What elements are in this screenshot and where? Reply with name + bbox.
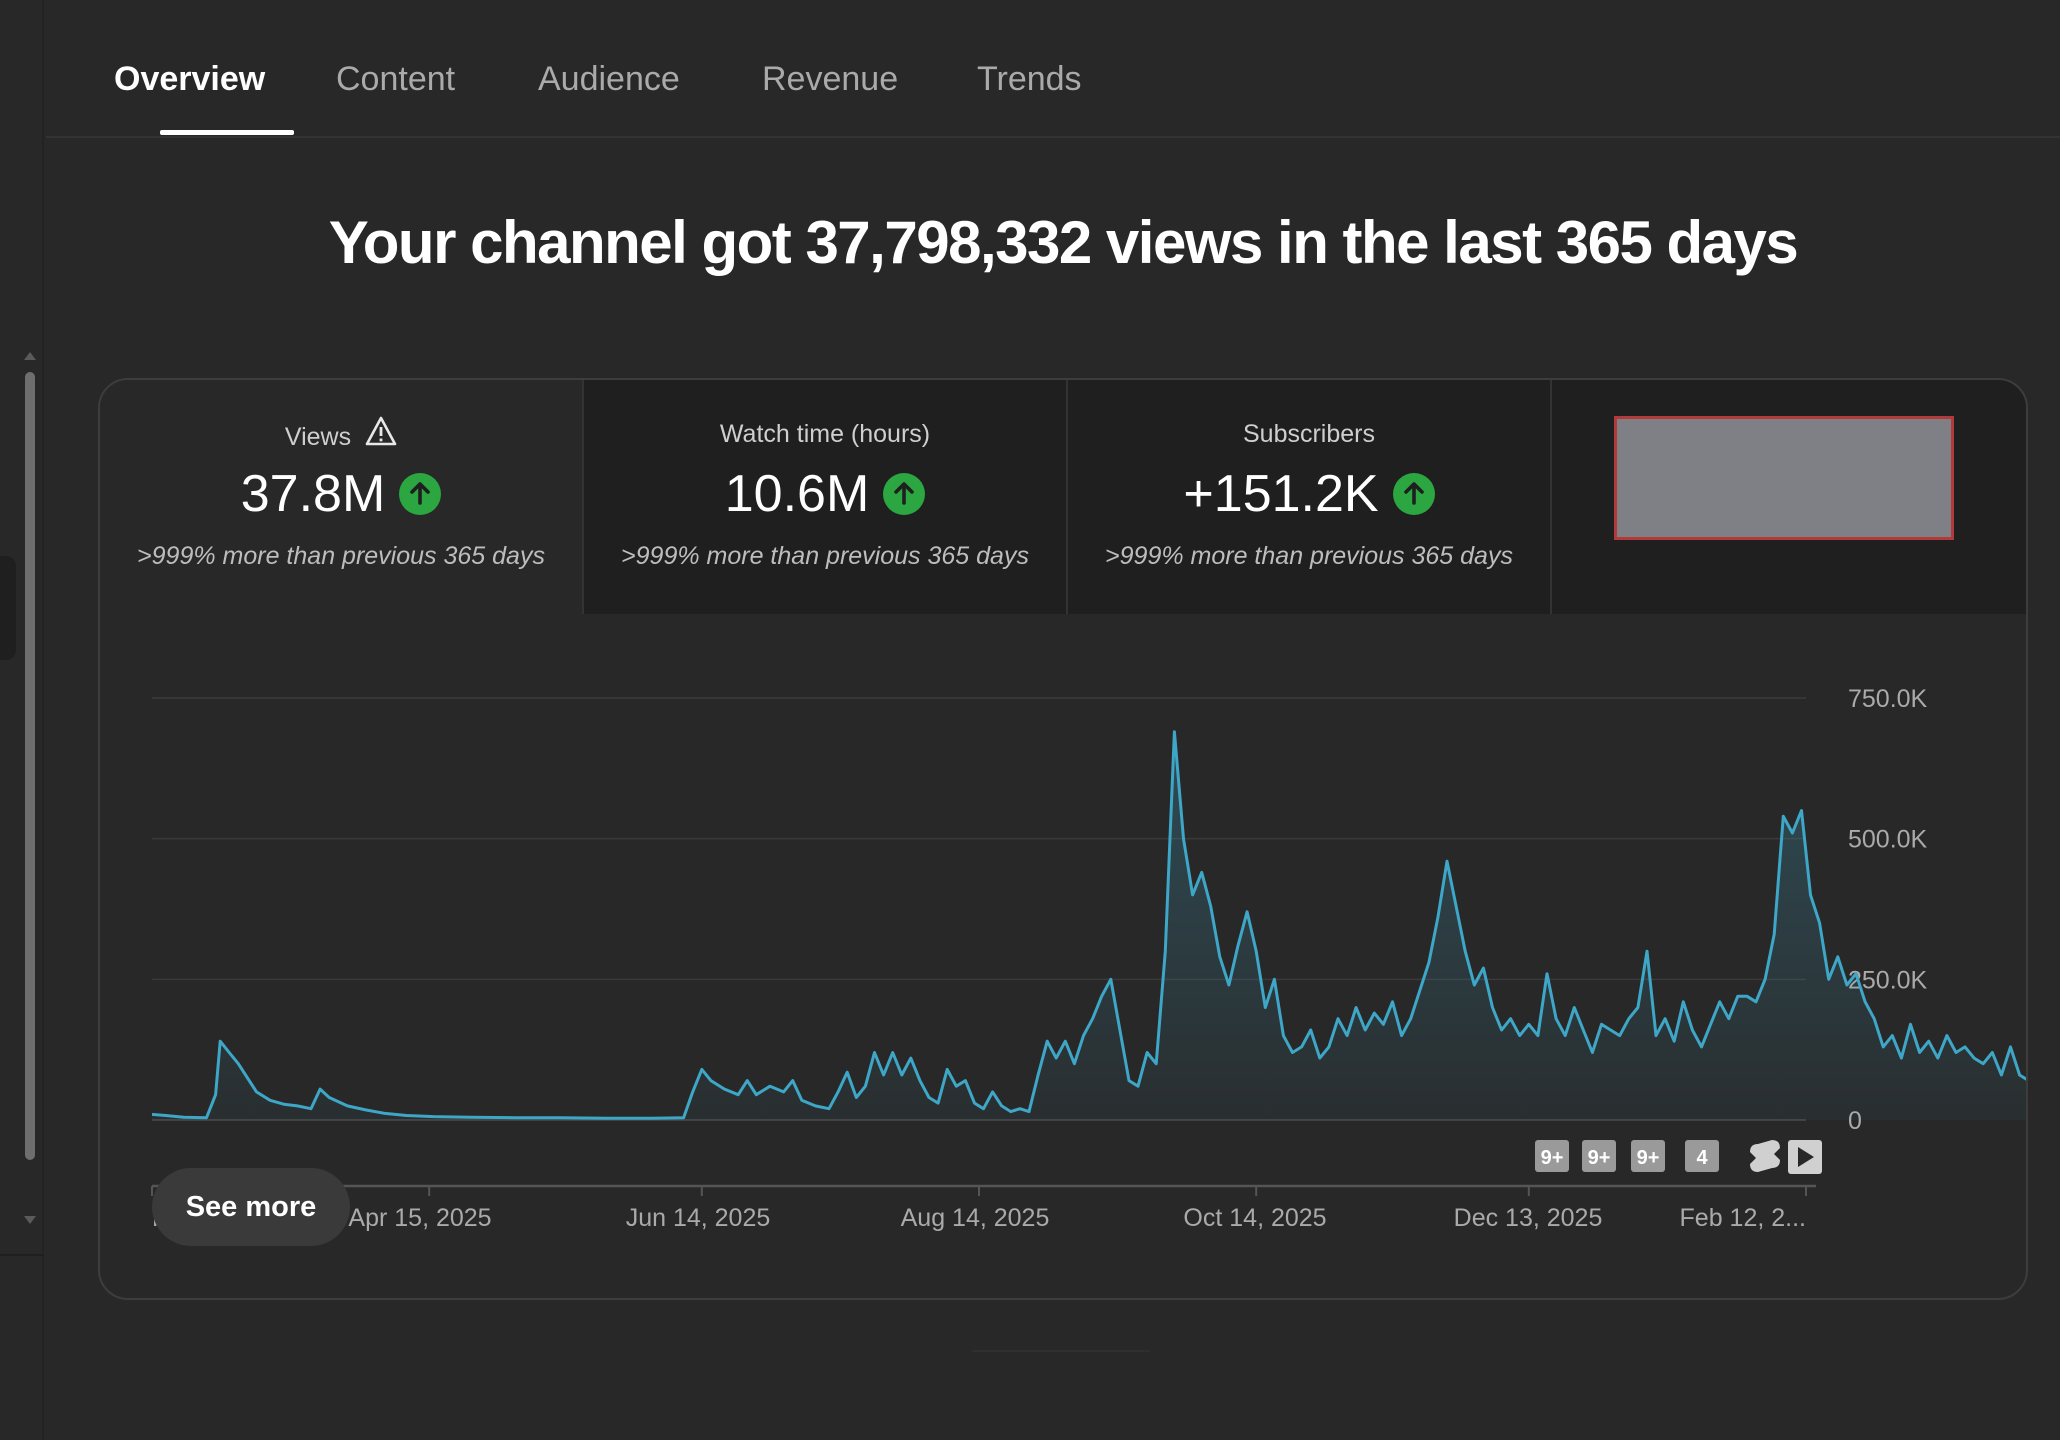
warning-icon[interactable] xyxy=(365,416,397,453)
x-tick-label: Apr 15, 2025 xyxy=(348,1204,491,1232)
views-area xyxy=(152,731,2026,1120)
page-headline: Your channel got 37,798,332 views in the… xyxy=(328,209,1799,276)
y-tick-label: 750.0K xyxy=(1848,685,1928,713)
views-label: Views xyxy=(284,423,352,452)
tab-audience[interactable]: Audience xyxy=(538,60,680,98)
x-tick-label: Dec 13, 2025 xyxy=(1454,1204,1603,1232)
tab-overview[interactable]: Overview xyxy=(114,60,266,98)
left-sidebar xyxy=(0,0,44,1440)
marker-label: 4 xyxy=(1696,1147,1708,1169)
play-icon xyxy=(1798,1147,1814,1167)
x-tick-label: Feb 12, 2... xyxy=(1680,1204,1806,1232)
sidebar-nub xyxy=(0,556,16,660)
marker-label: 9+ xyxy=(1637,1147,1660,1169)
tab-revenue[interactable]: Revenue xyxy=(762,60,899,98)
bottom-divider xyxy=(972,1350,1150,1352)
active-tab-indicator xyxy=(160,130,294,135)
marker-badge xyxy=(1535,1140,1569,1172)
tab-content[interactable]: Content xyxy=(336,60,456,98)
watch-time-label: Watch time (hours) xyxy=(719,420,931,448)
metric-divider xyxy=(1066,380,1068,614)
subscribers-value: +151.2K xyxy=(1183,465,1379,523)
overview-card: Views 37.8M >999% more than previous 365… xyxy=(98,378,2028,1300)
watch-time-comparison: >999% more than previous 365 days xyxy=(621,542,1029,570)
metric-value-row: 37.8M xyxy=(100,464,582,524)
sidebar-divider xyxy=(0,1254,44,1256)
tab-trends[interactable]: Trends xyxy=(977,60,1082,98)
subscribers-label: Subscribers xyxy=(1243,420,1375,448)
marker-label: 9+ xyxy=(1588,1147,1611,1169)
views-comparison: >999% more than previous 365 days xyxy=(137,542,545,570)
metric-value-row: +151.2K xyxy=(1068,464,1550,524)
x-tick-label: Aug 14, 2025 xyxy=(901,1204,1050,1232)
metric-divider xyxy=(1550,380,1552,614)
metric-divider xyxy=(582,380,584,614)
y-tick-label: 500.0K xyxy=(1848,826,1928,854)
marker-badge xyxy=(1685,1140,1719,1172)
metric-card-views[interactable]: Views 37.8M >999% more than previous 365… xyxy=(100,380,582,614)
scroll-up-arrow-icon[interactable] xyxy=(24,352,36,360)
marker-badge xyxy=(1582,1140,1616,1172)
subscribers-comparison: >999% more than previous 365 days xyxy=(1105,542,1513,570)
scroll-down-arrow-icon[interactable] xyxy=(24,1216,36,1224)
trend-up-icon xyxy=(1392,473,1435,515)
see-more-button[interactable]: See more xyxy=(152,1168,350,1246)
trend-up-icon xyxy=(883,473,926,515)
marker-label: 9+ xyxy=(1541,1147,1564,1169)
watch-time-value: 10.6M xyxy=(724,465,870,523)
views-line xyxy=(151,730,2026,1120)
marker-badge xyxy=(1631,1140,1665,1172)
metric-card-watch-time[interactable]: Watch time (hours) 10.6M >999% more than… xyxy=(584,380,1066,614)
redacted-block xyxy=(1614,416,1954,540)
metric-card-redacted[interactable] xyxy=(1552,380,2026,614)
shorts-icon xyxy=(1750,1140,1780,1172)
scrollbar-thumb[interactable] xyxy=(25,372,35,1160)
x-tick-label: Jun 14, 2025 xyxy=(626,1204,771,1232)
metric-value-row: 10.6M xyxy=(584,464,1066,524)
x-tick-label: Oct 14, 2025 xyxy=(1183,1204,1326,1232)
views-value: 37.8M xyxy=(240,465,386,523)
metric-label: Views xyxy=(100,416,582,457)
metric-card-subscribers[interactable]: Subscribers +151.2K >999% more than prev… xyxy=(1068,380,1550,614)
trend-up-icon xyxy=(399,473,442,515)
tab-bar: Overview Content Audience Revenue Trends xyxy=(46,0,2060,138)
